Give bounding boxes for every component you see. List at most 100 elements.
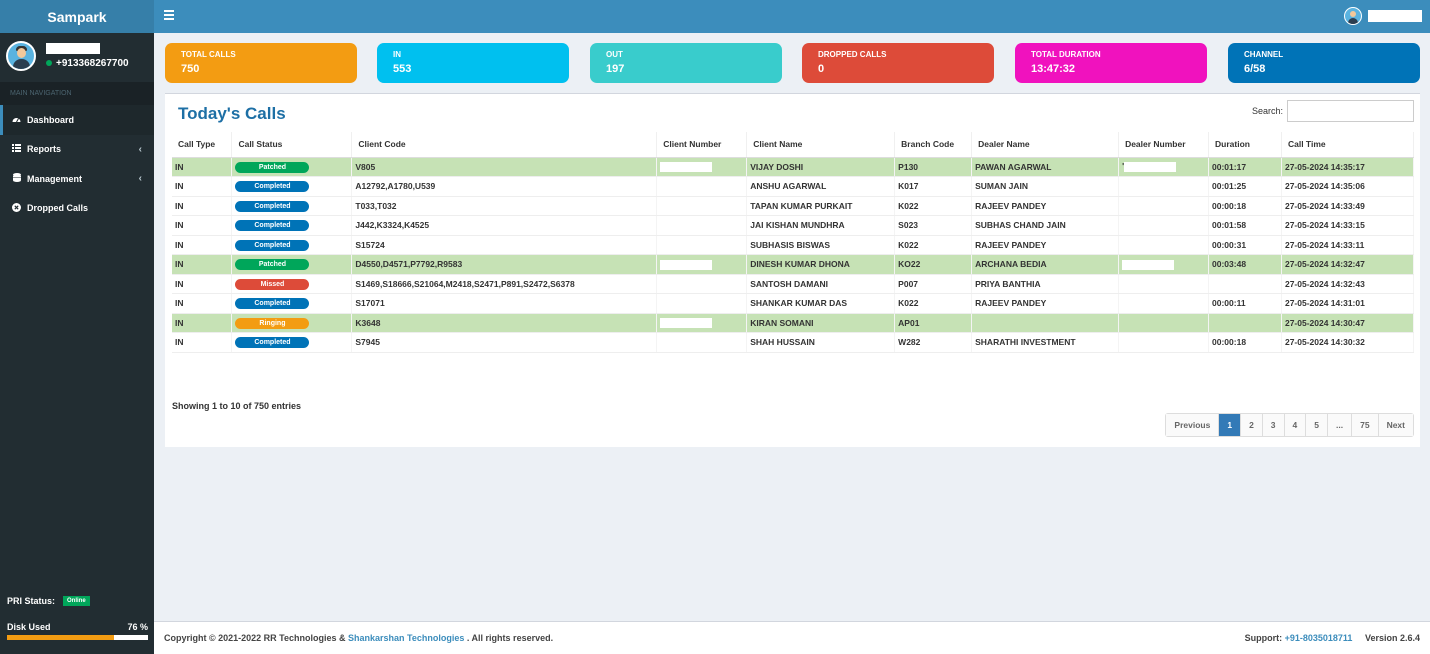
- column-header[interactable]: Duration: [1208, 132, 1282, 158]
- client-code: S1469,S18666,S21064,M2418,S2471,P891,S24…: [351, 274, 658, 294]
- call-status: Completed: [231, 196, 353, 216]
- company-link[interactable]: Shankarshan Technologies: [348, 633, 465, 643]
- user-menu[interactable]: [1344, 7, 1422, 25]
- column-header[interactable]: Client Number: [656, 132, 748, 158]
- call-time: 27-05-2024 14:32:43: [1281, 274, 1415, 294]
- column-header[interactable]: Dealer Number: [1118, 132, 1210, 158]
- stat-channel[interactable]: CHANNEL 6/58: [1228, 43, 1420, 83]
- list-icon: [12, 144, 21, 154]
- dealer-number: ': [1118, 157, 1210, 177]
- call-status: Completed: [231, 215, 353, 236]
- user-name-redacted: [1368, 10, 1422, 22]
- menu-toggle-icon[interactable]: [164, 10, 174, 20]
- sidebar-item-reports[interactable]: Reports ‹: [0, 135, 154, 165]
- stat-out[interactable]: OUT 197: [590, 43, 782, 83]
- column-header[interactable]: Call Status: [231, 132, 353, 158]
- stat-total-duration[interactable]: TOTAL DURATION 13:47:32: [1015, 43, 1207, 83]
- brand-logo[interactable]: Sampark: [0, 0, 154, 33]
- sidebar-item-dashboard[interactable]: Dashboard: [0, 105, 154, 135]
- online-status-icon: [46, 60, 52, 66]
- client-number: [656, 332, 748, 353]
- table-row: IN Ringing K3648 KIRAN SOMANI AP01 27-05-2024…: [172, 313, 1415, 333]
- call-status: Completed: [231, 293, 353, 314]
- search-label: Search:: [1251, 106, 1283, 116]
- table-row: IN Patched D4550,D4571,P7792,R9583 DINESH K…: [172, 254, 1415, 275]
- branch-code: K022: [894, 235, 973, 255]
- table-row: IN Missed S1469,S18666,S21064,M2418,S2471,…: [172, 274, 1415, 294]
- call-time: 27-05-2024 14:35:17: [1281, 157, 1415, 177]
- table-header: Call Type Call Status Client Code Client Nu…: [172, 132, 1415, 158]
- search-input[interactable]: [1287, 100, 1414, 122]
- pri-status: PRI Status: Online: [7, 596, 90, 606]
- pagination: Previous 1 2 3 4 5... 75 Next: [1165, 413, 1414, 437]
- dealer-number: [1118, 332, 1210, 353]
- sidebar-item-management[interactable]: Management ‹: [0, 164, 154, 194]
- redacted-client-number: [660, 162, 713, 173]
- stat-dropped-calls[interactable]: DROPPED CALLS 0: [802, 43, 994, 83]
- stat-total-calls[interactable]: TOTAL CALLS 750: [165, 43, 357, 83]
- page-5-button[interactable]: 5: [1306, 414, 1328, 436]
- page-4-button[interactable]: 4: [1284, 414, 1307, 436]
- table-row: IN Completed T033,T032 TAPAN KUMAR PURKAIT K…: [172, 196, 1415, 216]
- page-next-button[interactable]: Next: [1378, 414, 1413, 436]
- user-panel: +913368267700: [0, 33, 154, 78]
- todays-calls-card: Today's Calls Search: Call Type Call Stat…: [165, 93, 1420, 447]
- page-previous-button[interactable]: Previous: [1166, 414, 1220, 436]
- status-badge: Patched: [235, 259, 310, 271]
- version: Version 2.6.4: [1364, 633, 1420, 643]
- client-name: SANTOSH DAMANI: [746, 274, 896, 294]
- call-type: IN: [172, 274, 233, 294]
- call-status: Completed: [231, 332, 353, 353]
- dealer-number: [1118, 274, 1210, 294]
- dealer-name: [971, 313, 1120, 333]
- duration: [1208, 274, 1282, 294]
- call-type: IN: [172, 313, 233, 333]
- column-header[interactable]: Client Name: [746, 132, 896, 158]
- duration: 00:01:58: [1208, 215, 1282, 236]
- page-75-button[interactable]: 75: [1352, 414, 1379, 436]
- nav-header: MAIN NAVIGATION: [0, 82, 154, 105]
- chevron-left-icon: ‹: [138, 173, 142, 185]
- stat-in[interactable]: IN 553: [377, 43, 569, 83]
- status-badge: Completed: [235, 220, 310, 232]
- column-header[interactable]: Client Code: [351, 132, 658, 158]
- call-time: 27-05-2024 14:33:15: [1281, 215, 1415, 236]
- column-header[interactable]: Call Time: [1281, 132, 1415, 158]
- client-code: T033,T032: [351, 196, 658, 216]
- status-badge: Completed: [235, 239, 310, 251]
- call-status: Patched: [231, 254, 353, 275]
- call-status: Completed: [231, 235, 353, 255]
- client-code: A12792,A1780,U539: [351, 176, 658, 197]
- times-circle-icon: [12, 202, 21, 214]
- table-row: IN Completed S15724 SUBHASIS BISWAS K022 RAJE…: [172, 235, 1415, 255]
- chevron-left-icon: ‹: [138, 143, 142, 155]
- duration: 00:00:31: [1208, 235, 1282, 255]
- dealer-number: [1118, 235, 1210, 255]
- redacted-client-number: [660, 259, 713, 270]
- branch-code: P007: [894, 274, 973, 294]
- branch-code: P130: [894, 157, 973, 177]
- client-name: JAI KISHAN MUNDHRA: [746, 215, 896, 236]
- client-code: K3648: [351, 313, 658, 333]
- client-code: J442,K3324,K4525: [351, 215, 658, 236]
- column-header[interactable]: Branch Code: [894, 132, 973, 158]
- footer: Copyright © 2021-2022 RR Technologies & …: [154, 621, 1430, 654]
- page-2-button[interactable]: 2: [1241, 414, 1263, 436]
- dealer-number: [1118, 215, 1210, 236]
- client-name: DINESH KUMAR DHONA: [746, 254, 896, 275]
- client-number: [656, 215, 748, 236]
- page-3-button[interactable]: 3: [1262, 414, 1285, 436]
- branch-code: K022: [894, 293, 973, 314]
- client-code: S15724: [351, 235, 658, 255]
- page-1-button[interactable]: 1: [1219, 414, 1242, 436]
- client-code: S17071: [351, 293, 658, 314]
- column-header[interactable]: Call Type: [172, 132, 233, 158]
- branch-code: W282: [894, 332, 973, 353]
- sidebar-item-dropped-calls[interactable]: Dropped Calls: [0, 194, 154, 224]
- dealer-number: [1118, 254, 1210, 275]
- column-header[interactable]: Dealer Name: [971, 132, 1120, 158]
- client-name: TAPAN KUMAR PURKAIT: [746, 196, 896, 216]
- support-phone-link[interactable]: +91-8035018711: [1284, 633, 1353, 643]
- sidebar: Sampark +913368267700 MAIN NAVIGATION Da…: [0, 0, 154, 654]
- call-status: Missed: [231, 274, 353, 294]
